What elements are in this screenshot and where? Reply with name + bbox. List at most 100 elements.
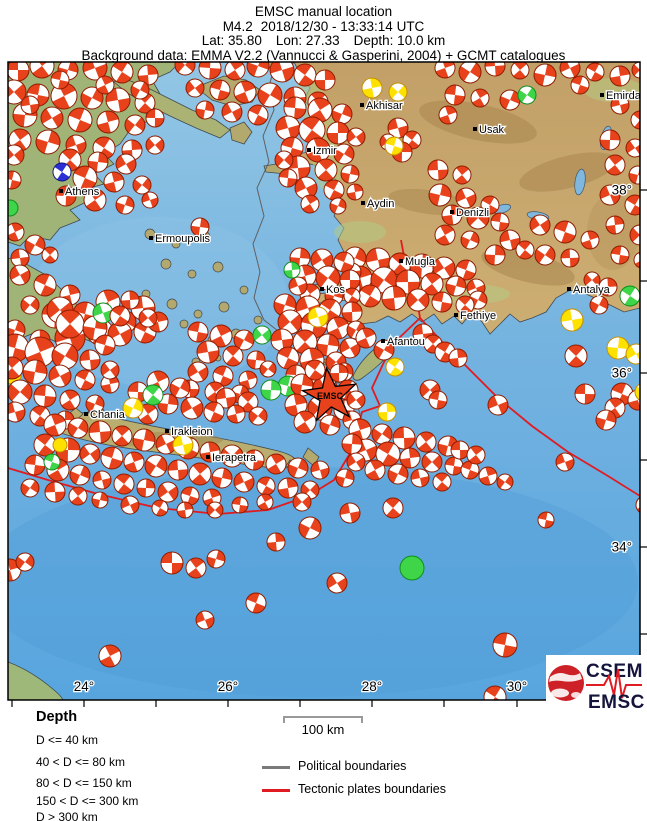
- focal-mechanism: [358, 284, 382, 308]
- city-marker: Chania: [84, 408, 127, 422]
- focal-mechanism: [428, 390, 448, 410]
- focal-mechanism: [50, 70, 70, 90]
- focal-mechanism: [113, 473, 135, 495]
- focal-mechanism: [8, 199, 19, 217]
- focal-mechanism: [460, 230, 480, 250]
- graticule-labels-layer: 38° 36° 34° 24° 26° 28° 30°: [11, 181, 647, 707]
- focal-mechanism: [266, 532, 286, 552]
- focal-mechanism: [195, 100, 215, 120]
- focal-mechanism: [298, 516, 322, 540]
- focal-mechanism: [628, 165, 640, 185]
- logo-bottom-text: EMSC: [588, 692, 645, 712]
- focal-mechanism: [415, 431, 437, 453]
- focal-mechanism: [343, 287, 361, 305]
- focal-mechanism: [625, 343, 640, 365]
- island-chios: [229, 121, 253, 145]
- focal-mechanism: [33, 384, 57, 408]
- focal-mechanism: [206, 549, 226, 569]
- svg-text:Fethiye: Fethiye: [460, 310, 496, 322]
- focal-mechanism: [105, 87, 131, 113]
- focal-mechanism: [455, 187, 477, 209]
- city-marker: Ermoupolis: [149, 232, 212, 246]
- background-data-line: Background data: EMMA V2.2 (Vannucci & G…: [81, 47, 566, 63]
- focal-mechanism: [599, 129, 621, 151]
- svg-text:Ermoupolis: Ermoupolis: [155, 233, 211, 245]
- focal-mechanism: [199, 441, 221, 463]
- focal-mechanism: [496, 473, 514, 491]
- focal-mechanism: [79, 443, 101, 465]
- focal-mechanism: [314, 158, 338, 182]
- focal-mechanism: [331, 103, 353, 125]
- focal-mechanism: [167, 459, 189, 481]
- focal-mechanism: [445, 275, 467, 297]
- focal-mechanism: [15, 552, 35, 572]
- focal-mechanism: [314, 69, 336, 91]
- focal-mechanism: [428, 183, 452, 207]
- focal-mechanism: [196, 340, 220, 364]
- focal-mechanism: [460, 460, 480, 480]
- focal-mechanism: [40, 106, 64, 130]
- focal-mechanism: [100, 446, 124, 470]
- focal-mechanism: [110, 62, 134, 84]
- focal-mechanism: [190, 217, 210, 237]
- focal-mechanism: [570, 75, 590, 95]
- focal-mechanism: [392, 426, 416, 450]
- focal-mechanism: [59, 389, 81, 411]
- svg-text:Antalya: Antalya: [573, 284, 611, 296]
- focal-mechanism: [624, 194, 640, 216]
- focal-mechanism: [277, 477, 299, 499]
- focal-mechanism: [274, 150, 294, 170]
- focal-mechanism: [278, 168, 298, 188]
- focal-mechanism: [111, 425, 133, 447]
- svg-text:Denizli: Denizli: [456, 207, 489, 219]
- focal-mechanism: [72, 165, 98, 191]
- svg-text:Aydin: Aydin: [367, 198, 394, 210]
- focal-mechanism: [43, 413, 67, 437]
- focal-mechanism: [24, 454, 46, 476]
- focal-mechanism: [455, 259, 477, 281]
- focal-mechanism: [388, 82, 408, 102]
- focal-mechanism: [599, 184, 621, 206]
- focal-mechanism: [292, 492, 312, 512]
- focal-mechanism: [438, 105, 458, 125]
- focal-mechanism: [371, 423, 393, 445]
- focal-mechanism: [598, 277, 618, 297]
- focal-mechanism: [96, 110, 120, 134]
- focal-mechanism: [221, 101, 243, 123]
- focal-mechanism: [283, 96, 307, 120]
- focal-mechanism: [365, 247, 391, 273]
- longitude-label: 26°: [218, 679, 238, 694]
- focal-mechanism: [145, 108, 165, 128]
- focal-mechanism: [203, 401, 225, 423]
- focal-mechanism: [238, 370, 258, 390]
- depth-legend-item-1: D <= 40 km: [36, 733, 99, 747]
- focal-mechanism: [20, 478, 40, 498]
- event-lon: Lon: 27.33: [275, 33, 340, 48]
- focal-mechanism: [115, 153, 137, 175]
- focal-mechanism: [610, 95, 630, 115]
- coords-line: Lat: 35.80 Lon: 27.33 Depth: 10.0 km: [0, 33, 647, 49]
- focal-mechanism: [222, 345, 244, 367]
- city-marker: Denizli: [450, 206, 490, 220]
- depth-legend-title: Depth: [36, 709, 78, 725]
- focal-mechanism: [484, 244, 506, 266]
- focal-mechanism: [10, 248, 30, 268]
- focal-mechanism: [529, 214, 551, 236]
- focal-mechanism: [233, 471, 255, 493]
- focal-mechanism: [132, 428, 156, 452]
- map-border: [7, 61, 641, 701]
- focal-mechanism: [8, 222, 25, 242]
- focal-mechanism: [339, 502, 361, 524]
- city-marker: Izmir: [307, 144, 338, 158]
- event-magnitude: M4.2: [222, 18, 253, 34]
- focal-mechanism: [574, 383, 596, 405]
- focal-mechanism: [215, 387, 237, 409]
- focal-mechanism: [323, 179, 345, 201]
- svg-text:Akhisar: Akhisar: [366, 100, 403, 112]
- city-marker: Mugla: [399, 255, 437, 269]
- focal-mechanism: [209, 79, 231, 101]
- focal-mechanism: [589, 295, 609, 315]
- focal-mechanism: [124, 114, 146, 136]
- focal-mechanism: [346, 127, 366, 147]
- focal-mechanism: [346, 183, 364, 201]
